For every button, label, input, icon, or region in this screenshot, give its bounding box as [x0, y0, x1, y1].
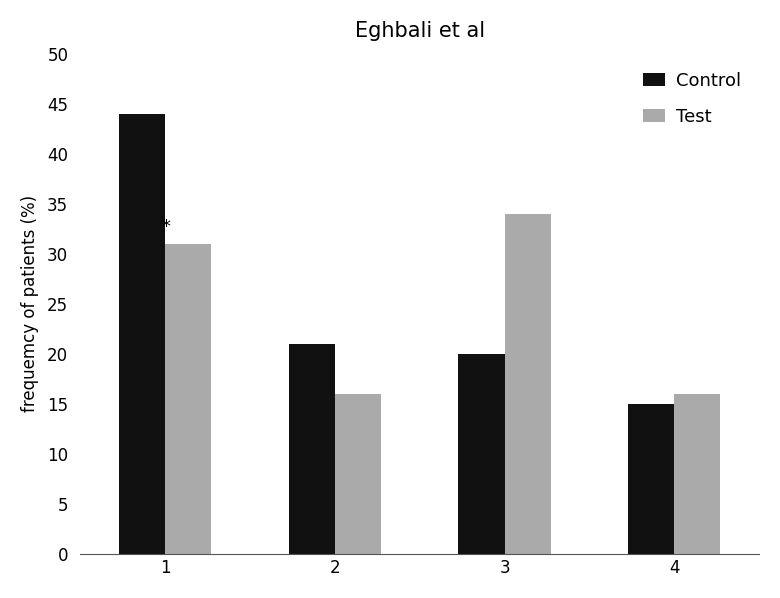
Title: Eghbali et al: Eghbali et al	[355, 21, 484, 41]
Y-axis label: frequemcy of patients (%): frequemcy of patients (%)	[21, 196, 39, 413]
Bar	[459, 354, 505, 554]
Legend: Control, Test: Control, Test	[634, 63, 750, 135]
Text: *: *	[161, 218, 171, 236]
Bar	[119, 114, 165, 554]
Bar	[289, 344, 335, 554]
Bar	[165, 244, 211, 554]
Bar	[628, 404, 674, 554]
Bar	[674, 394, 721, 554]
Bar	[505, 213, 551, 554]
Bar	[335, 394, 381, 554]
